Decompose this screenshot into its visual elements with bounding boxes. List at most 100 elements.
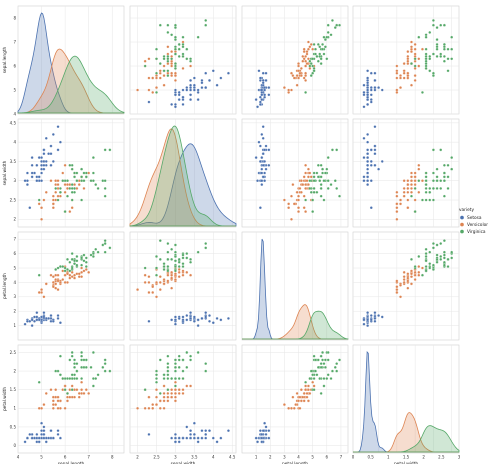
scatter-point-setosa [42, 152, 46, 156]
scatter-point-versicolor [307, 384, 310, 388]
scatter-point-virginica [413, 187, 417, 190]
scatter-point-setosa [40, 421, 43, 425]
scatter-point-versicolor [304, 54, 308, 58]
scatter-point-versicolor [311, 380, 315, 384]
scatter-point-virginica [162, 268, 166, 271]
scatter-point-versicolor [177, 388, 181, 392]
scatter-point-versicolor [413, 52, 417, 56]
scatter-point-virginica [442, 42, 446, 46]
scatter-point-versicolor [54, 395, 58, 399]
scatter-point-setosa [174, 436, 177, 440]
scatter-point-virginica [421, 90, 424, 94]
scatter-point-setosa [366, 167, 370, 171]
x-tick-label: 2.5 [153, 455, 160, 460]
scatter-point-versicolor [299, 388, 303, 392]
scatter-point-virginica [311, 57, 315, 61]
scatter-point-virginica [82, 171, 86, 175]
scatter-point-virginica [326, 156, 330, 159]
scatter-point-virginica [96, 250, 100, 254]
scatter-point-virginica [309, 62, 313, 66]
scatter-point-virginica [166, 365, 170, 369]
scatter-point-setosa [40, 432, 43, 436]
scatter-point-setosa [177, 436, 181, 440]
scatter-point-versicolor [287, 202, 291, 206]
scatter-point-setosa [174, 90, 177, 94]
scatter-point-virginica [421, 198, 424, 202]
scatter-point-virginica [66, 377, 69, 380]
scatter-point-versicolor [305, 52, 309, 56]
scatter-point-virginica [170, 247, 174, 251]
scatter-point-virginica [316, 358, 320, 362]
scatter-point-virginica [421, 273, 424, 277]
scatter-point-setosa [256, 105, 259, 109]
scatter-point-setosa [377, 314, 381, 317]
scatter-point-versicolor [302, 50, 306, 54]
scatter-point-setosa [181, 315, 185, 319]
scatter-point-setosa [42, 160, 46, 163]
scatter-point-virginica [331, 18, 334, 22]
scatter-point-virginica [450, 250, 454, 254]
scatter-point-versicolor [304, 74, 308, 78]
scatter-point-virginica [166, 265, 170, 268]
scatter-point-virginica [308, 64, 312, 68]
scatter-point-setosa [49, 314, 53, 317]
scatter-point-versicolor [54, 183, 58, 186]
scatter-point-virginica [442, 239, 446, 243]
scatter-point-versicolor [174, 278, 177, 281]
scatter-point-virginica [319, 163, 323, 167]
scatter-point-virginica [91, 252, 95, 256]
y-tick-label: 2.5 [10, 197, 17, 202]
scatter-point-virginica [89, 179, 93, 183]
scatter-point-versicolor [54, 198, 58, 202]
scatter-point-setosa [366, 88, 370, 92]
scatter-point-setosa [260, 183, 264, 186]
scatter-point-versicolor [295, 391, 299, 395]
scatter-point-versicolor [399, 202, 402, 206]
y-tick-label: 2.5 [10, 350, 17, 355]
scatter-point-versicolor [410, 187, 413, 190]
scatter-point-versicolor [147, 88, 151, 92]
scatter-point-versicolor [54, 403, 58, 407]
scatter-point-virginica [338, 358, 341, 362]
scatter-point-virginica [335, 187, 339, 190]
scatter-point-virginica [318, 54, 322, 58]
scatter-point-versicolor [177, 391, 181, 395]
scatter-point-versicolor [56, 279, 60, 283]
scatter-point-versicolor [413, 66, 417, 70]
scatter-point-setosa [211, 321, 215, 325]
scatter-point-versicolor [147, 57, 151, 61]
scatter-point-virginica [335, 369, 339, 373]
scatter-point-virginica [82, 253, 86, 257]
scatter-point-virginica [174, 269, 177, 273]
scatter-point-virginica [174, 265, 177, 268]
scatter-point-setosa [380, 315, 384, 319]
scatter-point-versicolor [307, 388, 310, 392]
scatter-point-setosa [380, 160, 384, 163]
scatter-point-versicolor [406, 286, 410, 290]
panel-petal.length-vs-sepal.length [17, 231, 125, 341]
scatter-point-versicolor [304, 64, 308, 68]
scatter-point-versicolor [305, 395, 309, 399]
scatter-point-setosa [366, 183, 370, 186]
scatter-point-setosa [366, 83, 370, 87]
scatter-point-setosa [366, 86, 370, 90]
scatter-point-versicolor [307, 47, 310, 51]
scatter-point-setosa [227, 316, 230, 320]
scatter-point-setosa [264, 71, 268, 75]
scatter-point-virginica [37, 380, 41, 384]
scatter-point-virginica [417, 255, 421, 258]
scatter-point-setosa [30, 163, 34, 167]
scatter-point-versicolor [291, 183, 295, 186]
scatter-point-versicolor [305, 50, 309, 54]
scatter-point-versicolor [158, 406, 162, 410]
scatter-point-versicolor [181, 273, 185, 277]
scatter-point-versicolor [301, 395, 305, 399]
scatter-point-setosa [261, 429, 265, 433]
scatter-point-versicolor [170, 64, 174, 68]
scatter-point-virginica [73, 171, 76, 175]
scatter-point-versicolor [75, 388, 79, 392]
panel-petal.width-vs-sepal.length [17, 344, 125, 454]
scatter-point-virginica [308, 179, 312, 183]
scatter-point-virginica [108, 148, 112, 152]
scatter-point-virginica [73, 377, 76, 380]
